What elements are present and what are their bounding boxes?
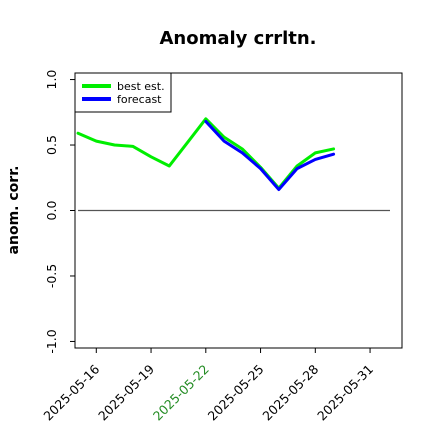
x-axis: 2025-05-162025-05-192025-05-222025-05-25…: [40, 348, 376, 423]
y-tick-label: -0.5: [44, 264, 59, 288]
y-tick-label: 0.5: [44, 135, 59, 155]
x-tick-label: 2025-05-19: [95, 361, 157, 423]
legend-label: forecast: [117, 93, 162, 106]
legend-box: [74, 72, 172, 113]
x-tick-label: 2025-05-25: [205, 362, 267, 424]
x-tick-label: 2025-05-16: [40, 361, 102, 423]
y-tick-label: -1.0: [44, 329, 59, 353]
series-line-forecast: [204, 119, 336, 192]
y-axis: -1.0 -0.5 0.0 0.5 1.0: [44, 70, 75, 354]
legend-label: best est.: [117, 80, 165, 93]
x-tick-label: 2025-05-28: [259, 361, 321, 423]
legend: best est.forecast: [74, 72, 172, 113]
x-tick-label: 2025-05-22: [150, 362, 212, 424]
y-tick-label: 0.0: [44, 201, 59, 221]
series-line-best-est: [76, 117, 336, 190]
y-axis-label: anom. corr.: [6, 166, 22, 255]
x-tick-label: 2025-05-31: [314, 362, 376, 424]
y-tick-label: 1.0: [44, 70, 59, 90]
plot-series: [76, 117, 390, 212]
chart-title: Anomaly crrltn.: [159, 28, 316, 49]
